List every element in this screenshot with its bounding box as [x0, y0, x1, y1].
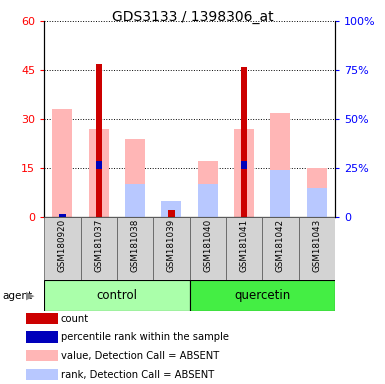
- Text: GSM180920: GSM180920: [58, 219, 67, 272]
- Text: GSM181037: GSM181037: [94, 219, 103, 272]
- Bar: [95, 64, 102, 217]
- Bar: [190, 280, 335, 311]
- Bar: [241, 161, 248, 169]
- Text: GSM181043: GSM181043: [312, 219, 321, 272]
- Bar: [190, 217, 226, 280]
- Bar: [44, 217, 80, 280]
- Text: GSM181039: GSM181039: [167, 219, 176, 272]
- Bar: [198, 184, 218, 217]
- Text: quercetin: quercetin: [234, 289, 290, 302]
- Bar: [270, 170, 290, 217]
- Bar: [125, 184, 145, 217]
- Text: GSM181038: GSM181038: [131, 219, 140, 272]
- Text: agent: agent: [2, 291, 32, 301]
- Bar: [27, 369, 59, 381]
- Bar: [168, 210, 175, 217]
- Bar: [125, 139, 145, 217]
- Text: GSM181042: GSM181042: [276, 219, 285, 272]
- Bar: [270, 113, 290, 217]
- Bar: [262, 217, 299, 280]
- Bar: [80, 217, 117, 280]
- Text: rank, Detection Call = ABSENT: rank, Detection Call = ABSENT: [61, 370, 214, 380]
- Bar: [44, 280, 190, 311]
- Bar: [153, 217, 189, 280]
- Bar: [27, 313, 59, 324]
- Text: GDS3133 / 1398306_at: GDS3133 / 1398306_at: [112, 10, 273, 23]
- Bar: [299, 217, 335, 280]
- Bar: [307, 168, 327, 217]
- Bar: [241, 67, 248, 217]
- Text: count: count: [61, 314, 89, 324]
- Bar: [59, 214, 66, 222]
- Bar: [27, 350, 59, 361]
- Bar: [198, 162, 218, 217]
- Bar: [307, 188, 327, 217]
- Bar: [89, 129, 109, 217]
- Text: GSM181040: GSM181040: [203, 219, 212, 272]
- Text: GSM181041: GSM181041: [239, 219, 249, 272]
- Bar: [226, 217, 262, 280]
- Bar: [117, 217, 153, 280]
- Bar: [234, 129, 254, 217]
- Bar: [27, 331, 59, 343]
- Bar: [95, 161, 102, 169]
- Bar: [52, 109, 72, 217]
- Text: control: control: [97, 289, 137, 302]
- Bar: [161, 201, 181, 217]
- Text: value, Detection Call = ABSENT: value, Detection Call = ABSENT: [61, 351, 219, 361]
- Text: percentile rank within the sample: percentile rank within the sample: [61, 332, 229, 342]
- Text: ▶: ▶: [26, 291, 35, 301]
